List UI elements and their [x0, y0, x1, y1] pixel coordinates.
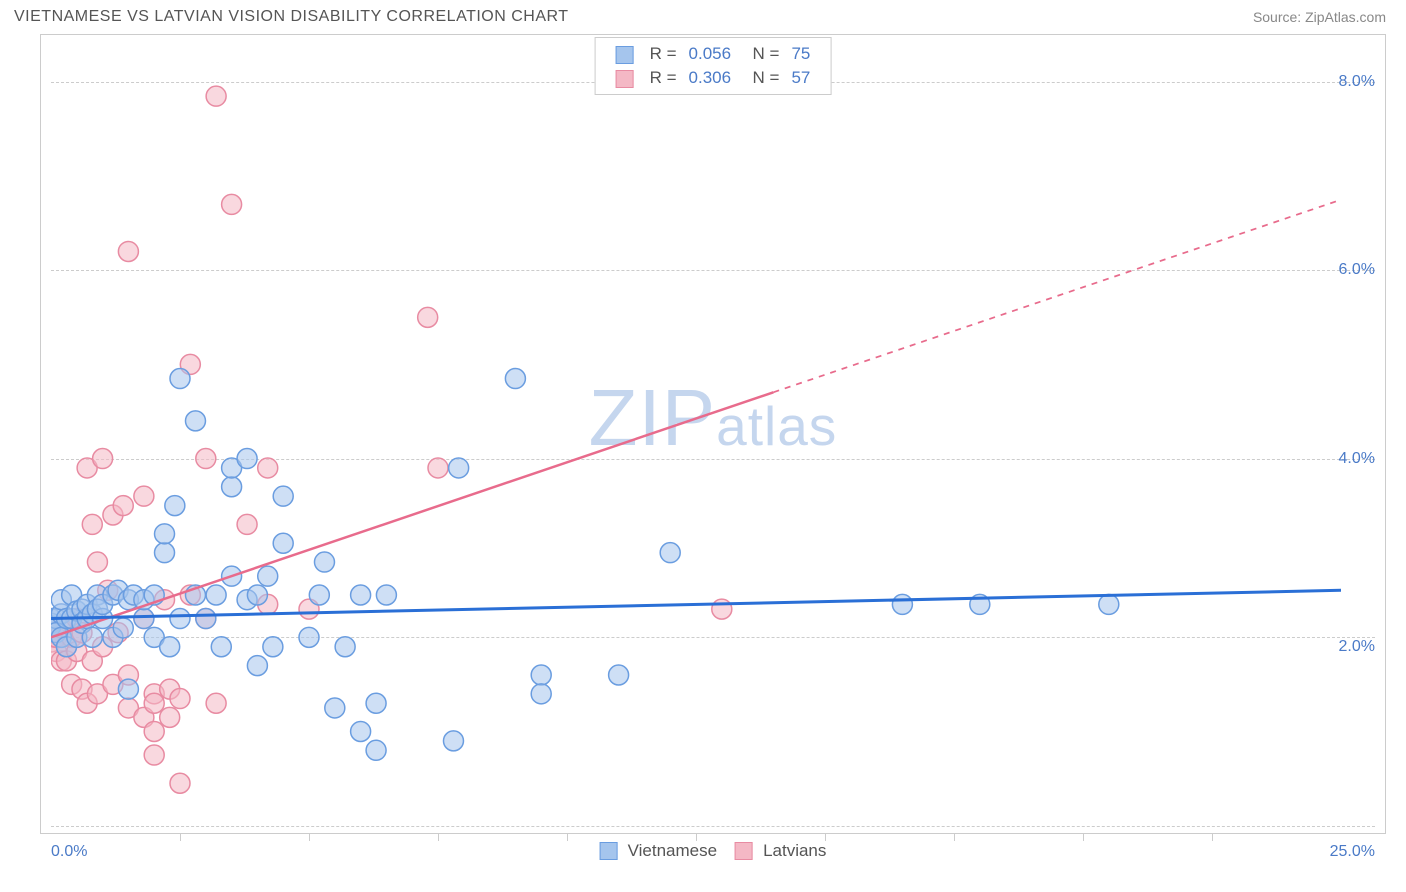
vietnamese-point	[366, 740, 386, 760]
vietnamese-point	[165, 496, 185, 516]
vietnamese-point	[351, 721, 371, 741]
latvians-point	[712, 599, 732, 619]
latvians-point	[196, 449, 216, 469]
r-label: R =	[650, 44, 677, 63]
latvians-point	[170, 773, 190, 793]
latvians-point	[237, 514, 257, 534]
source-attribution: Source: ZipAtlas.com	[1253, 9, 1386, 25]
vietnamese-point	[892, 594, 912, 614]
n-value-latvians: 57	[785, 66, 816, 90]
vietnamese-point	[376, 585, 396, 605]
swatch-latvians	[616, 70, 634, 88]
n-label: N =	[753, 44, 780, 63]
x-axis-origin-label: 0.0%	[51, 843, 87, 861]
vietnamese-point	[1099, 594, 1119, 614]
vietnamese-point	[273, 486, 293, 506]
y-tick-label: 4.0%	[1339, 450, 1375, 468]
swatch-vietnamese-icon	[600, 842, 618, 860]
n-label: N =	[753, 68, 780, 87]
vietnamese-point	[155, 543, 175, 563]
swatch-latvians-icon	[735, 842, 753, 860]
chart-container: 2.0%4.0%6.0%8.0% ZIPatlas R = 0.056 N = …	[40, 34, 1386, 834]
chart-header: VIETNAMESE VS LATVIAN VISION DISABILITY …	[0, 0, 1406, 34]
y-tick-label: 2.0%	[1339, 638, 1375, 656]
vietnamese-point	[118, 679, 138, 699]
correlation-legend: R = 0.056 N = 75 R = 0.306 N = 57	[595, 37, 832, 95]
vietnamese-point	[443, 731, 463, 751]
latvians-point	[134, 486, 154, 506]
latvians-point	[118, 241, 138, 261]
swatch-vietnamese	[616, 46, 634, 64]
vietnamese-point	[273, 533, 293, 553]
latvians-trend-line-dashed	[773, 200, 1341, 393]
source-label: Source:	[1253, 9, 1301, 25]
latvians-point	[113, 496, 133, 516]
vietnamese-point	[258, 566, 278, 586]
vietnamese-point	[196, 609, 216, 629]
latvians-point	[206, 86, 226, 106]
r-value-latvians: 0.306	[683, 66, 738, 90]
vietnamese-point	[113, 618, 133, 638]
vietnamese-point	[170, 369, 190, 389]
source-name: ZipAtlas.com	[1305, 9, 1386, 25]
latvians-point	[428, 458, 448, 478]
y-tick-label: 8.0%	[1339, 73, 1375, 91]
latvians-trend-line	[51, 392, 773, 637]
latvians-point	[160, 707, 180, 727]
y-tick-label: 6.0%	[1339, 261, 1375, 279]
vietnamese-point	[531, 684, 551, 704]
chart-title: VIETNAMESE VS LATVIAN VISION DISABILITY …	[14, 8, 569, 26]
vietnamese-point	[609, 665, 629, 685]
latvians-point	[222, 194, 242, 214]
legend-label-vietnamese: Vietnamese	[628, 841, 717, 861]
latvians-point	[82, 514, 102, 534]
latvians-point	[144, 693, 164, 713]
vietnamese-point	[325, 698, 345, 718]
vietnamese-point	[309, 585, 329, 605]
vietnamese-point	[351, 585, 371, 605]
r-value-vietnamese: 0.056	[683, 42, 738, 66]
legend-item-latvians: Latvians	[735, 841, 826, 861]
vietnamese-point	[155, 524, 175, 544]
vietnamese-point	[449, 458, 469, 478]
vietnamese-point	[206, 585, 226, 605]
vietnamese-point	[335, 637, 355, 657]
vietnamese-point	[505, 369, 525, 389]
scatter-plot-svg	[51, 35, 1341, 835]
legend-row-vietnamese: R = 0.056 N = 75	[610, 42, 817, 66]
latvians-point	[144, 721, 164, 741]
legend-row-latvians: R = 0.306 N = 57	[610, 66, 817, 90]
n-value-vietnamese: 75	[785, 42, 816, 66]
vietnamese-point	[299, 627, 319, 647]
vietnamese-point	[314, 552, 334, 572]
latvians-point	[93, 449, 113, 469]
vietnamese-point	[160, 637, 180, 657]
latvians-point	[87, 552, 107, 572]
r-label: R =	[650, 68, 677, 87]
latvians-point	[258, 458, 278, 478]
vietnamese-point	[222, 477, 242, 497]
latvians-point	[144, 745, 164, 765]
series-legend: Vietnamese Latvians	[600, 841, 827, 861]
vietnamese-point	[247, 585, 267, 605]
vietnamese-point	[366, 693, 386, 713]
vietnamese-point	[185, 411, 205, 431]
vietnamese-point	[134, 609, 154, 629]
vietnamese-point	[237, 449, 257, 469]
latvians-point	[206, 693, 226, 713]
vietnamese-point	[82, 627, 102, 647]
vietnamese-point	[660, 543, 680, 563]
vietnamese-point	[263, 637, 283, 657]
vietnamese-point	[170, 609, 190, 629]
latvians-point	[170, 689, 190, 709]
latvians-point	[418, 307, 438, 327]
legend-item-vietnamese: Vietnamese	[600, 841, 717, 861]
legend-label-latvians: Latvians	[763, 841, 826, 861]
vietnamese-point	[247, 656, 267, 676]
x-axis-max-label: 25.0%	[1330, 843, 1375, 861]
vietnamese-point	[531, 665, 551, 685]
vietnamese-point	[211, 637, 231, 657]
